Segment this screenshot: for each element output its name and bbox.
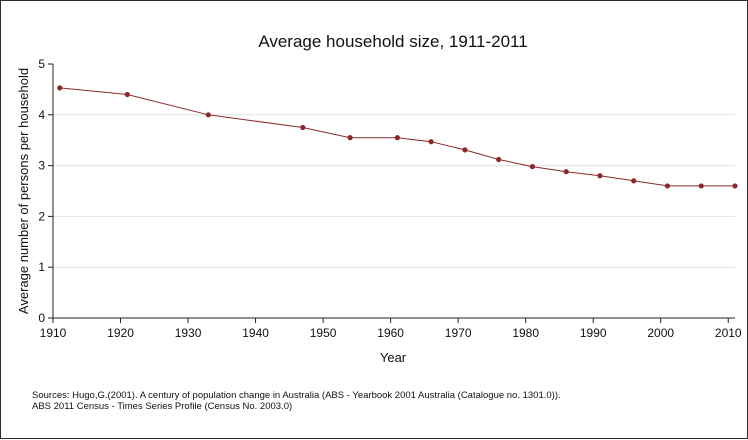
data-series [57,85,738,189]
y-tick-label: 1 [38,260,45,274]
axes [48,63,735,323]
x-tick-label: 2000 [647,326,674,340]
x-tick-label: 1960 [377,326,404,340]
y-tick-label: 0 [38,311,45,325]
x-tick-label: 1940 [242,326,269,340]
data-point [205,112,211,118]
tick-labels: 0 1 2 3 4 5 1910 1920 1930 1940 1950 1960 1970 1980 19… [38,57,742,340]
chart-title: Average household size, 1911-2011 [258,32,527,51]
y-tick-label: 5 [38,57,45,71]
data-point [631,178,637,184]
data-point [428,139,434,145]
y-tick-label: 4 [38,108,45,122]
data-point [664,183,671,189]
x-tick-label: 1920 [107,326,134,340]
y-tick-label: 2 [38,209,45,223]
x-tick-label: 1930 [175,326,202,340]
data-point [462,147,468,153]
data-point [597,173,603,179]
gridlines [53,114,735,268]
x-tick-label: 1990 [580,326,607,340]
data-point [57,85,63,91]
data-point [300,124,306,131]
x-tick-label: 1980 [512,326,539,340]
y-axis-label: Average number of persons per household [16,68,31,314]
x-tick-label: 1970 [445,326,472,340]
y-tick-label: 3 [38,159,45,173]
data-point [394,135,400,141]
x-tick-label: 2010 [715,326,742,340]
series-line [59,87,735,187]
data-point [124,91,130,98]
data-point [496,156,502,163]
data-point [563,169,569,175]
data-point [529,164,536,170]
x-tick-label: 1910 [40,326,67,340]
data-point [732,183,738,189]
x-tick-label: 1950 [310,326,337,340]
data-point [698,183,704,189]
data-point [347,135,353,141]
source-note-1: Sources: Hugo,G.(2001). A century of pop… [32,390,561,401]
source-note-2: ABS 2011 Census - Times Series Profile (… [32,401,293,412]
x-axis-label: Year [380,350,407,365]
